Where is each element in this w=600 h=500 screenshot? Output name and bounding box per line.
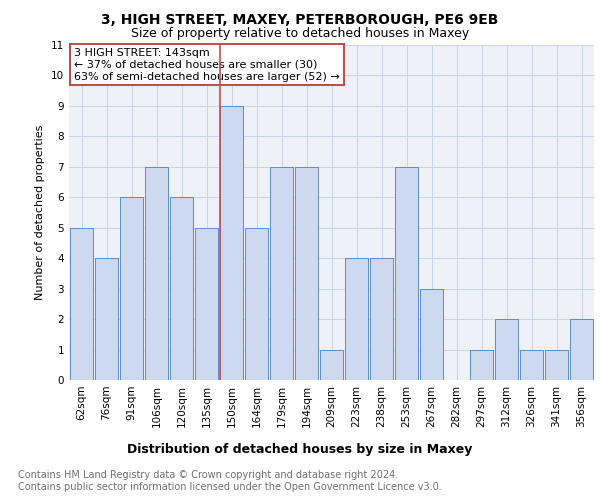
Bar <box>145 167 169 380</box>
Text: 3 HIGH STREET: 143sqm
← 37% of detached houses are smaller (30)
63% of semi-deta: 3 HIGH STREET: 143sqm ← 37% of detached … <box>74 48 340 82</box>
Bar <box>220 106 244 380</box>
Bar <box>269 167 293 380</box>
Bar <box>170 198 193 380</box>
Bar <box>569 319 593 380</box>
Bar <box>70 228 94 380</box>
Bar <box>470 350 493 380</box>
Bar <box>494 319 518 380</box>
Bar <box>344 258 368 380</box>
Bar <box>194 228 218 380</box>
Bar <box>395 167 418 380</box>
Bar <box>520 350 544 380</box>
Bar <box>95 258 118 380</box>
Bar <box>320 350 343 380</box>
Text: Size of property relative to detached houses in Maxey: Size of property relative to detached ho… <box>131 28 469 40</box>
Text: Distribution of detached houses by size in Maxey: Distribution of detached houses by size … <box>127 442 473 456</box>
Text: Contains HM Land Registry data © Crown copyright and database right 2024.
Contai: Contains HM Land Registry data © Crown c… <box>18 470 442 492</box>
Y-axis label: Number of detached properties: Number of detached properties <box>35 125 46 300</box>
Bar <box>419 288 443 380</box>
Bar <box>119 198 143 380</box>
Bar <box>245 228 268 380</box>
Bar <box>545 350 568 380</box>
Bar <box>295 167 319 380</box>
Text: 3, HIGH STREET, MAXEY, PETERBOROUGH, PE6 9EB: 3, HIGH STREET, MAXEY, PETERBOROUGH, PE6… <box>101 12 499 26</box>
Bar <box>370 258 394 380</box>
